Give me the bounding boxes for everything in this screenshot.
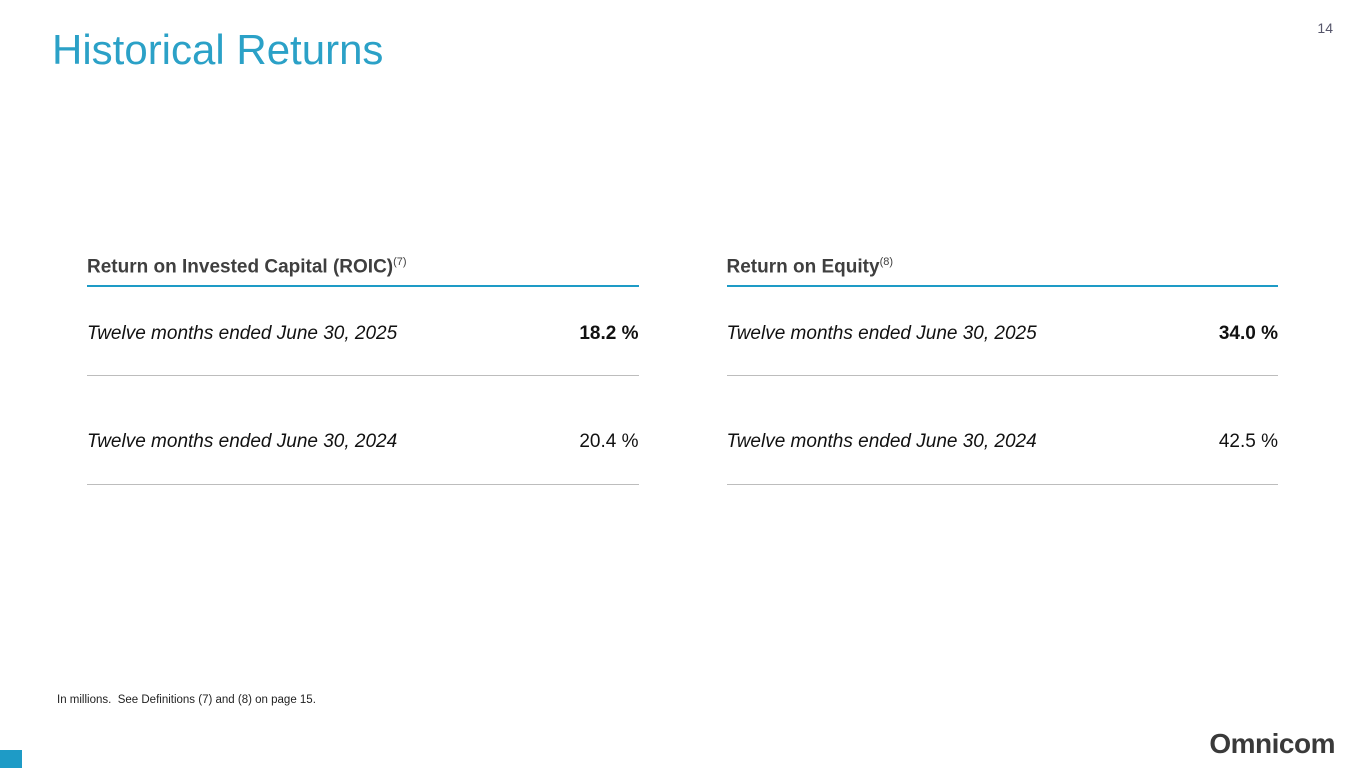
roe-footnote-ref: (8) (879, 256, 894, 268)
roic-footnote-ref: (7) (393, 256, 407, 268)
row-label: Twelve months ended June 30, 2025 (87, 323, 398, 345)
row-value: 34.0 % (1218, 323, 1278, 345)
table-row: Twelve months ended June 30, 2024 20.4 % (87, 431, 639, 486)
page-number: 14 (1317, 20, 1333, 36)
row-label: Twelve months ended June 30, 2024 (87, 431, 398, 453)
footnote-text: In millions. See Definitions (7) and (8)… (57, 694, 316, 706)
roic-heading-text: Return on Invested Capital (ROIC) (87, 256, 394, 278)
roe-table-heading: Return on Equity(8) (726, 256, 1278, 288)
roic-table-heading: Return on Invested Capital (ROIC)(7) (87, 256, 639, 288)
roic-table: Return on Invested Capital (ROIC)(7) Twe… (87, 256, 639, 486)
row-label: Twelve months ended June 30, 2025 (726, 323, 1037, 345)
tables-container: Return on Invested Capital (ROIC)(7) Twe… (87, 256, 1278, 486)
row-value: 18.2 % (579, 323, 639, 345)
table-row: Twelve months ended June 30, 2024 42.5 % (726, 431, 1278, 486)
row-value: 42.5 % (1218, 431, 1278, 453)
row-value: 20.4 % (579, 431, 639, 453)
omnicom-logo: Omnicom (1209, 728, 1335, 759)
page-title: Historical Returns (52, 26, 384, 73)
table-row: Twelve months ended June 30, 2025 18.2 % (87, 323, 639, 377)
roe-heading-text: Return on Equity (726, 256, 880, 278)
corner-accent-decoration (0, 750, 22, 768)
row-label: Twelve months ended June 30, 2024 (726, 431, 1037, 453)
table-row: Twelve months ended June 30, 2025 34.0 % (726, 323, 1278, 377)
roe-table: Return on Equity(8) Twelve months ended … (726, 256, 1278, 486)
